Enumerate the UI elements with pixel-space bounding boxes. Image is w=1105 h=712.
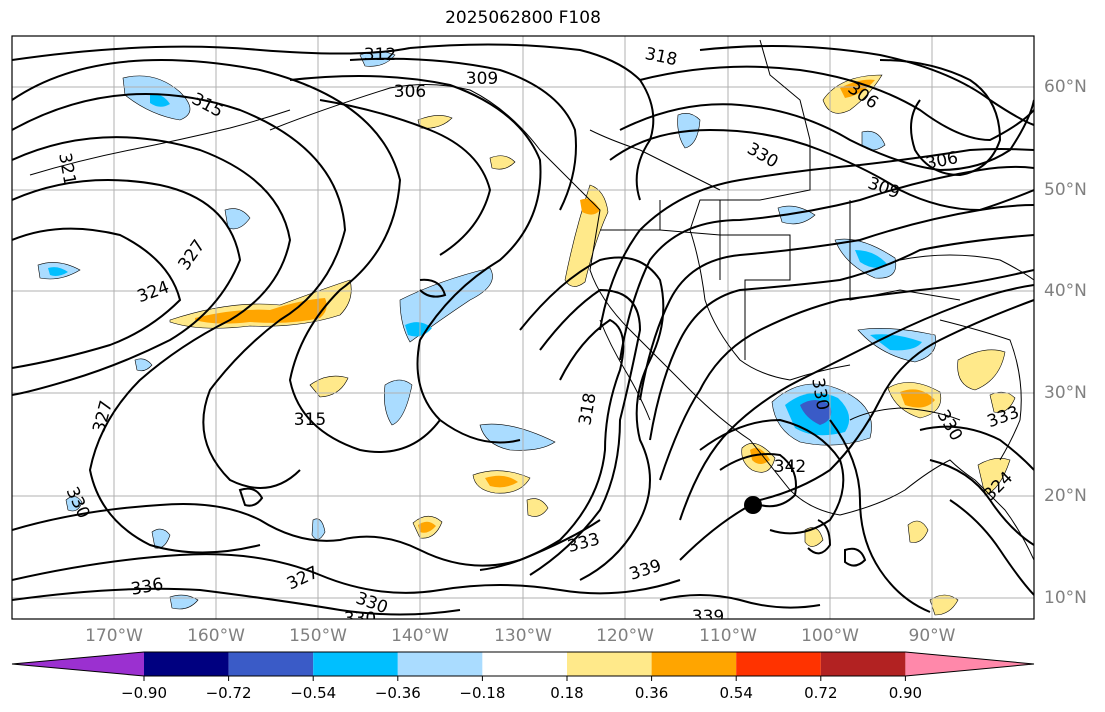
lon-label: 100°W (801, 626, 859, 646)
colorbar-segment (736, 652, 821, 676)
contour-label: 336 (129, 574, 164, 599)
lat-label: 20°N (1044, 486, 1087, 506)
lon-label: 170°W (85, 626, 143, 646)
colorbar-tick-label: −0.18 (459, 684, 506, 702)
contour-label: 309 (466, 69, 498, 89)
contour-label: 339 (692, 607, 724, 627)
contour-label: 339 (627, 556, 664, 585)
contour-label: 318 (643, 44, 679, 70)
colorbar-segment (482, 652, 567, 676)
colorbar (11, 651, 1035, 681)
lon-label: 160°W (187, 626, 245, 646)
contour-label: 327 (174, 236, 209, 274)
contour-label: 330 (344, 609, 376, 629)
map-frame (11, 35, 1035, 620)
contour-label: 315 (188, 89, 226, 122)
colorbar-tick-label: 0.36 (634, 684, 669, 702)
contour-label: 330 (743, 139, 781, 173)
lon-label: 120°W (596, 626, 654, 646)
contour-label: 318 (575, 391, 600, 426)
lat-label: 10°N (1044, 588, 1087, 608)
colorbar-tick-label: 0.90 (888, 684, 923, 702)
colorbar-segment (144, 652, 229, 676)
negative-anomaly-shading (37, 51, 937, 610)
colorbar-segment (651, 652, 737, 676)
contour-label: 327 (284, 563, 322, 595)
lat-label: 40°N (1044, 281, 1087, 301)
colorbar-extend-left (12, 652, 144, 676)
colorbar-tick-label: −0.90 (121, 684, 167, 702)
contour-label: 342 (774, 457, 806, 477)
lat-label: 60°N (1044, 77, 1087, 97)
colorbar-segment (567, 652, 652, 676)
colorbar-segment (820, 652, 906, 676)
contour-label: 333 (565, 529, 602, 557)
colorbar-extend-right (905, 652, 1034, 676)
graticule (12, 36, 1034, 619)
contour-label: 312 (364, 45, 396, 65)
geopotential-contours (12, 43, 1034, 616)
contour-label: 306 (924, 148, 960, 174)
contour-label: 315 (294, 410, 326, 430)
contour-label: 330 (933, 406, 967, 444)
colorbar-tick-label: −0.36 (374, 684, 421, 702)
contour-label: 306 (394, 82, 426, 102)
contour-label: 309 (865, 173, 902, 203)
lat-label: 30°N (1044, 383, 1087, 403)
colorbar-tick-label: −0.72 (205, 684, 252, 702)
positive-anomaly-shading (169, 74, 1016, 616)
lon-label: 150°W (289, 626, 347, 646)
lon-label: 130°W (494, 626, 552, 646)
map-title: 2025062800 F108 (445, 8, 601, 28)
lon-label: 90°W (908, 626, 956, 646)
contour-label: 327 (89, 398, 117, 435)
contour-label: 321 (54, 151, 79, 186)
storm-center-dot (744, 496, 762, 514)
lon-label: 110°W (699, 626, 757, 646)
colorbar-tick-label: −0.54 (290, 684, 337, 702)
lat-label: 50°N (1044, 180, 1087, 200)
colorbar-tick-label: 0.72 (804, 684, 838, 702)
colorbar-tick-label: 0.54 (719, 684, 753, 702)
colorbar-tick-label: 0.18 (550, 684, 584, 702)
lon-label: 140°W (391, 626, 449, 646)
colorbar-segment (228, 652, 314, 676)
colorbar-segment (313, 652, 398, 676)
contour-label: 324 (135, 277, 172, 307)
colorbar-segment (397, 652, 483, 676)
